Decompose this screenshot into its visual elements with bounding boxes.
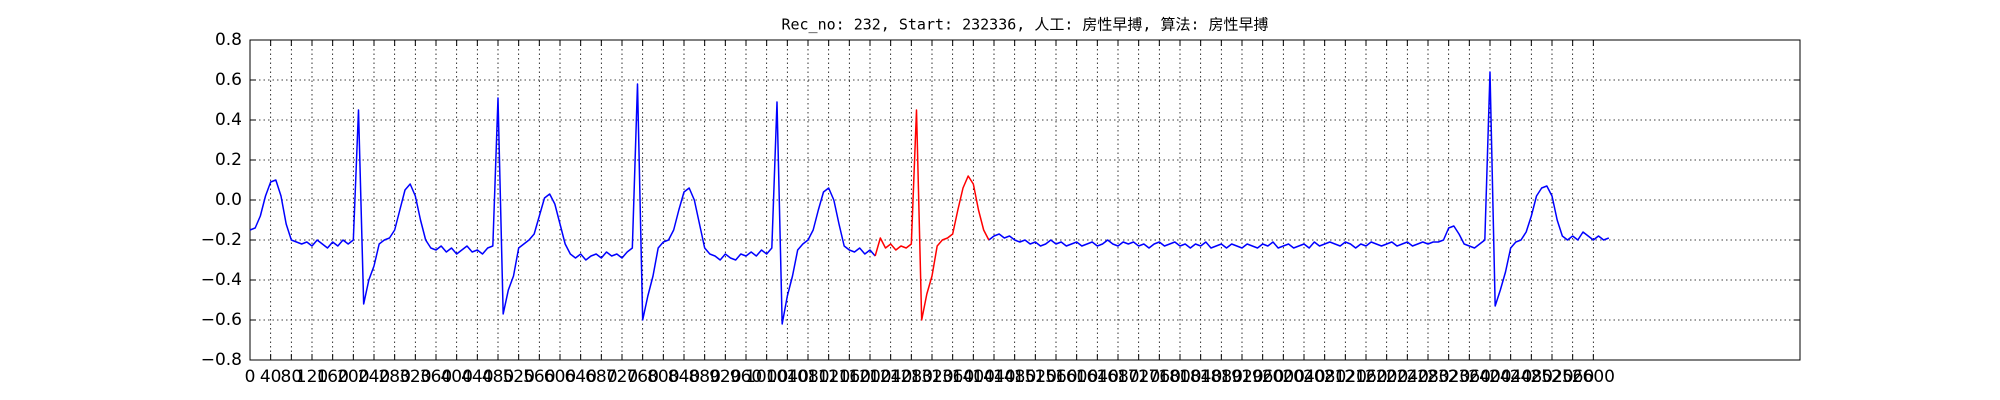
x-tick-label: 2320 (1427, 367, 1470, 387)
x-tick-label: 2120 (1324, 367, 1367, 387)
y-tick-label: −0.8 (201, 350, 242, 370)
x-tick-label: 1280 (890, 367, 933, 387)
x-tick-label: 2280 (1406, 367, 1449, 387)
x-tick-label: 0 (245, 367, 256, 387)
plot-frame (249, 39, 1801, 361)
y-tick-label: 0.0 (215, 190, 242, 210)
x-tick-label: 1680 (1096, 367, 1139, 387)
chart-title: Rec_no: 232, Start: 232336, 人工: 房性早搏, 算法… (781, 16, 1268, 34)
x-tick-label: 2200 (1365, 367, 1408, 387)
x-tick-label: 1160 (828, 367, 871, 387)
x-tick-label: 200 (337, 367, 369, 387)
x-tick-label: 280 (378, 367, 410, 387)
x-tick-label: 1600 (1055, 367, 1098, 387)
x-tick-label: 1440 (972, 367, 1015, 387)
x-tick-label: 920 (709, 367, 741, 387)
x-tick-label: 480 (482, 367, 514, 387)
x-tick-label: 1400 (952, 367, 995, 387)
x-tick-label: 1760 (1138, 367, 1181, 387)
x-tick-label: 2600 (1572, 367, 1615, 387)
x-tick-label: 2240 (1386, 367, 1429, 387)
ecg-line (874, 109, 990, 321)
x-tick-label: 1320 (910, 367, 953, 387)
x-tick-label: 680 (585, 367, 617, 387)
x-tick-label: 320 (399, 367, 431, 387)
y-tick-label: 0.8 (215, 30, 242, 50)
x-tick-label: 2040 (1282, 367, 1325, 387)
x-tick-label: 1880 (1200, 367, 1243, 387)
x-tick-label: 2520 (1530, 367, 1573, 387)
x-tick-label: 1240 (869, 367, 912, 387)
x-tick-label: 1360 (931, 367, 974, 387)
x-tick-label: 1960 (1241, 367, 1284, 387)
y-tick-label: 0.2 (215, 150, 242, 170)
x-tick-label: 560 (523, 367, 555, 387)
x-tick-label: 2360 (1448, 367, 1491, 387)
x-tick-label: 80 (281, 367, 303, 387)
x-tick-label: 2000 (1262, 367, 1305, 387)
x-tick-label: 1920 (1220, 367, 1263, 387)
x-tick-label: 2560 (1551, 367, 1594, 387)
x-tick-label: 840 (668, 367, 700, 387)
x-tick-label: 360 (420, 367, 452, 387)
y-tick-label: −0.2 (201, 230, 242, 250)
x-tick-label: 1120 (807, 367, 850, 387)
x-tick-label: 640 (564, 367, 596, 387)
x-tick-label: 160 (316, 367, 348, 387)
x-tick-label: 520 (502, 367, 534, 387)
x-tick-label: 440 (461, 367, 493, 387)
x-tick-label: 240 (358, 367, 390, 387)
x-tick-label: 2480 (1510, 367, 1553, 387)
x-tick-label: 1640 (1076, 367, 1119, 387)
x-tick-label: 960 (730, 367, 762, 387)
x-tick-label: 1200 (848, 367, 891, 387)
x-tick-label: 2400 (1468, 367, 1511, 387)
x-tick-label: 880 (688, 367, 720, 387)
x-tick-label: 1000 (745, 367, 788, 387)
x-tick-label: 1040 (766, 367, 809, 387)
x-tick-label: 2440 (1489, 367, 1532, 387)
x-tick-label: 800 (647, 367, 679, 387)
x-tick-label: 1480 (993, 367, 1036, 387)
x-tick-label: 1720 (1117, 367, 1160, 387)
x-tick-label: 400 (440, 367, 472, 387)
x-tick-label: 2080 (1303, 367, 1346, 387)
x-tick-label: 1800 (1158, 367, 1201, 387)
y-tick-label: −0.6 (201, 310, 242, 330)
x-tick-label: 600 (544, 367, 576, 387)
x-tick-label: 720 (606, 367, 638, 387)
x-tick-label: 760 (626, 367, 658, 387)
x-tick-label: 1840 (1179, 367, 1222, 387)
x-tick-label: 40 (260, 367, 282, 387)
x-tick-label: 1520 (1014, 367, 1057, 387)
x-tick-label: 1080 (786, 367, 829, 387)
x-tick-label: 2160 (1344, 367, 1387, 387)
x-tick-label: 1560 (1034, 367, 1077, 387)
y-tick-label: −0.4 (201, 270, 242, 290)
y-tick-label: 0.4 (215, 110, 242, 130)
ecg-line (249, 71, 1610, 325)
y-tick-label: 0.6 (215, 70, 242, 90)
x-tick-label: 120 (296, 367, 328, 387)
